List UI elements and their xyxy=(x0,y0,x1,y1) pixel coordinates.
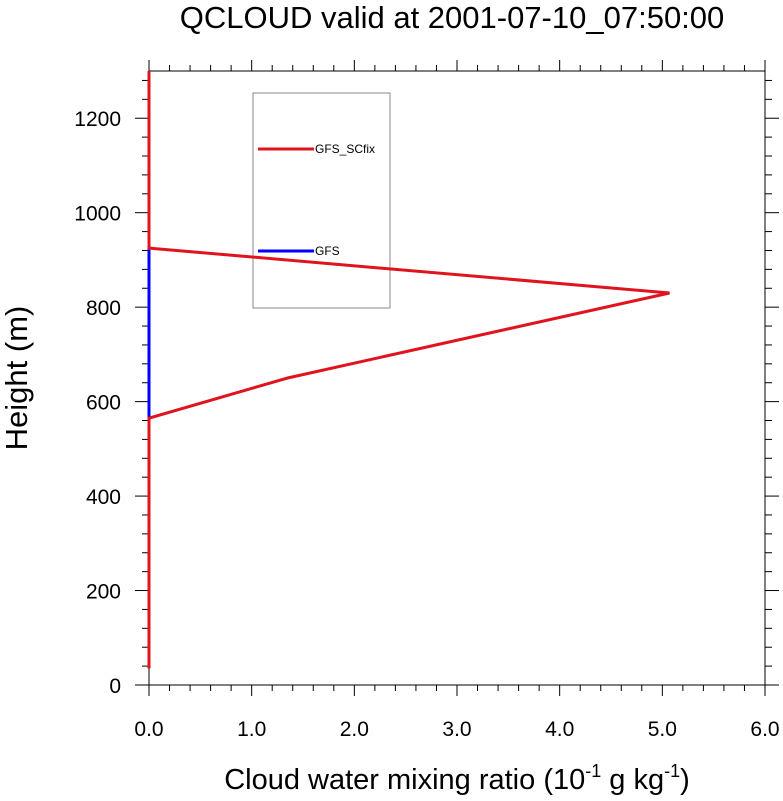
x-tick-label: 1.0 xyxy=(237,718,266,741)
y-tick-label: 800 xyxy=(86,297,121,320)
y-tick-label: 0 xyxy=(109,675,121,698)
legend-label: GFS_SCfix xyxy=(315,142,375,156)
x-tick-label: 4.0 xyxy=(545,718,574,741)
y-tick-labels: 0 200 400 600 800 1000 1200 xyxy=(74,108,121,698)
legend-label: GFS xyxy=(315,244,340,258)
x-tick-label: 0.0 xyxy=(134,718,163,741)
y-tick-label: 1000 xyxy=(74,203,121,226)
axis-ticks xyxy=(135,60,779,696)
chart-title: QCLOUD valid at 2001-07-10_07:50:00 xyxy=(180,0,725,35)
y-tick-label: 1200 xyxy=(74,108,121,131)
y-axis-label: Height (m) xyxy=(0,306,34,451)
y-tick-label: 600 xyxy=(86,392,121,415)
legend: GFS_SCfix GFS xyxy=(252,92,391,309)
series-line-gfs-scfix xyxy=(147,71,670,669)
x-tick-labels: 0.0 1.0 2.0 3.0 4.0 5.0 6.0 xyxy=(134,718,779,741)
series-lines xyxy=(147,71,670,669)
plot-frame xyxy=(148,70,766,686)
legend-box xyxy=(252,92,391,309)
y-tick-label: 200 xyxy=(86,581,121,604)
y-tick-label: 400 xyxy=(86,486,121,509)
x-tick-label: 6.0 xyxy=(750,718,779,741)
x-tick-label: 5.0 xyxy=(648,718,677,741)
x-tick-label: 2.0 xyxy=(340,718,369,741)
x-axis-label: Cloud water mixing ratio (10-1 g kg-1) xyxy=(224,761,690,796)
x-tick-label: 3.0 xyxy=(442,718,471,741)
